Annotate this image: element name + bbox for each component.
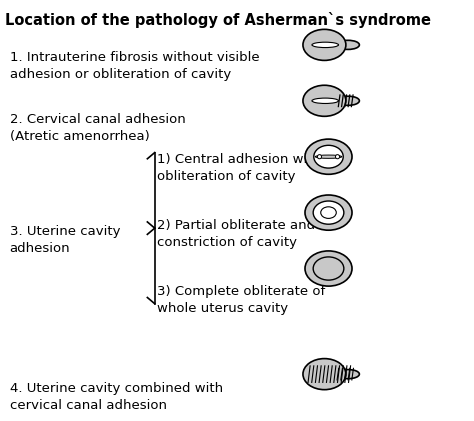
Ellipse shape [305, 251, 352, 286]
Ellipse shape [303, 29, 346, 60]
Ellipse shape [314, 145, 343, 168]
Text: 2. Cervical canal adhesion
(Atretic amenorrhea): 2. Cervical canal adhesion (Atretic amen… [9, 113, 185, 143]
Text: 4. Uterine cavity combined with
cervical canal adhesion: 4. Uterine cavity combined with cervical… [9, 382, 223, 413]
Text: 3. Uterine cavity
adhesion: 3. Uterine cavity adhesion [9, 225, 120, 255]
Ellipse shape [336, 155, 339, 159]
Text: 1) Central adhesion without
obliteration of cavity: 1) Central adhesion without obliteration… [157, 152, 343, 183]
Text: Location of the pathology of Asherman`s syndrome: Location of the pathology of Asherman`s … [6, 12, 431, 28]
Ellipse shape [312, 98, 338, 104]
Ellipse shape [312, 42, 338, 48]
Ellipse shape [318, 155, 321, 159]
Ellipse shape [313, 201, 344, 224]
Ellipse shape [303, 359, 346, 390]
Ellipse shape [337, 370, 359, 378]
Ellipse shape [315, 155, 342, 158]
Text: 3) Complete obliterate of
whole uterus cavity: 3) Complete obliterate of whole uterus c… [157, 285, 325, 315]
Ellipse shape [305, 195, 352, 230]
Ellipse shape [313, 257, 344, 280]
Text: 1. Intrauterine fibrosis without visible
adhesion or obliteration of cavity: 1. Intrauterine fibrosis without visible… [9, 51, 259, 81]
Ellipse shape [303, 85, 346, 116]
Ellipse shape [337, 96, 359, 105]
Ellipse shape [337, 40, 359, 49]
Text: 2) Partial obliterate and
constriction of cavity: 2) Partial obliterate and constriction o… [157, 219, 315, 249]
Ellipse shape [321, 207, 336, 218]
Ellipse shape [305, 139, 352, 174]
